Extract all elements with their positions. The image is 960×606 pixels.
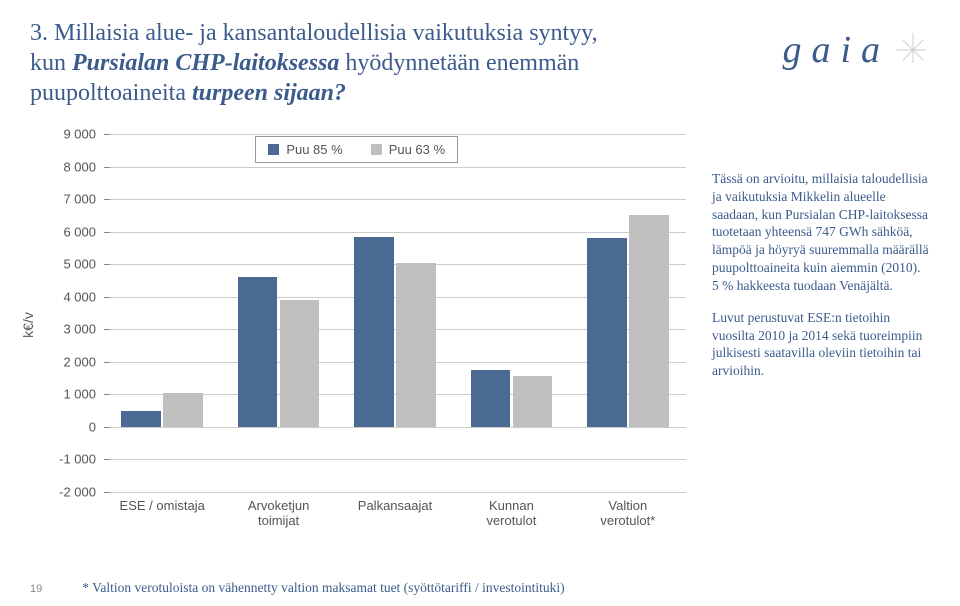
title-line2-accent: Pursialan CHP-laitoksessa [72, 50, 339, 76]
title-line2-lead: kun [30, 50, 72, 76]
x-tick-label: ESE / omistaja [101, 499, 223, 514]
bar [238, 277, 278, 427]
title-line3-accent: turpeen sijaan? [192, 80, 346, 106]
chart-column: k€/v -2 000-1 00001 0002 0003 0004 0005 … [30, 130, 700, 520]
title-line1: 3. Millaisia alue- ja kansantaloudellisi… [30, 20, 598, 46]
x-tick-label: Palkansaajat [334, 499, 456, 514]
y-tick-label: 3 000 [63, 322, 96, 337]
x-tick-label: Arvoketjuntoimijat [217, 499, 339, 529]
content: k€/v -2 000-1 00001 0002 0003 0004 0005 … [30, 130, 930, 520]
bar [280, 300, 320, 427]
bar [587, 238, 627, 427]
title-block: 3. Millaisia alue- ja kansantaloudellisi… [30, 18, 760, 108]
bar [513, 376, 553, 426]
y-tick-label: 7 000 [63, 192, 96, 207]
x-labels: ESE / omistajaArvoketjuntoimijatPalkansa… [104, 495, 686, 535]
bar [163, 393, 203, 427]
header: 3. Millaisia alue- ja kansantaloudellisi… [30, 18, 930, 108]
chart: k€/v -2 000-1 00001 0002 0003 0004 0005 … [50, 130, 690, 520]
legend-swatch [371, 144, 382, 155]
legend-item: Puu 85 % [268, 142, 342, 157]
footnote: * Valtion verotuloista on vähennetty val… [82, 580, 564, 596]
side-paragraph-1: Tässä on arvioitu, millaisia taloudellis… [712, 170, 930, 295]
y-tick-label: 6 000 [63, 224, 96, 239]
x-tick-label: Valtionverotulot* [567, 499, 689, 529]
plot-area: -2 000-1 00001 0002 0003 0004 0005 0006 … [104, 134, 686, 492]
y-tick-label: 9 000 [63, 127, 96, 142]
y-tick-label: 1 000 [63, 387, 96, 402]
legend-label: Puu 63 % [389, 142, 445, 157]
y-tick-label: 2 000 [63, 354, 96, 369]
y-axis-label: k€/v [20, 312, 36, 338]
bar [121, 411, 161, 427]
side-paragraph-2: Luvut perustuvat ESE:n tietoihin vuosilt… [712, 309, 930, 380]
logo-text: gaia [782, 28, 890, 72]
legend-item: Puu 63 % [371, 142, 445, 157]
logo-spark-icon [896, 33, 930, 67]
page-number: 19 [30, 583, 42, 595]
legend-swatch [268, 144, 279, 155]
slide: 3. Millaisia alue- ja kansantaloudellisi… [0, 0, 960, 606]
y-tick-label: -2 000 [59, 485, 96, 500]
y-tick-label: 5 000 [63, 257, 96, 272]
footer: 19 * Valtion verotuloista on vähennetty … [30, 580, 565, 596]
y-tick-label: 4 000 [63, 289, 96, 304]
x-tick-label: Kunnanverotulot [450, 499, 572, 529]
slide-title: 3. Millaisia alue- ja kansantaloudellisi… [30, 18, 760, 108]
bar [471, 370, 511, 427]
legend: Puu 85 % Puu 63 % [255, 136, 458, 163]
logo: gaia [760, 18, 930, 72]
grid-line [104, 492, 686, 493]
bars [104, 134, 686, 492]
side-text: Tässä on arvioitu, millaisia taloudellis… [700, 130, 930, 520]
y-tick-label: 8 000 [63, 159, 96, 174]
title-line2-rest: hyödynnetään enemmän [339, 50, 579, 76]
legend-label: Puu 85 % [286, 142, 342, 157]
bar [354, 237, 394, 427]
bar [629, 215, 669, 427]
title-line3-lead: puupolttoaineita [30, 80, 192, 106]
bar [396, 263, 436, 427]
y-tick-mark [104, 492, 110, 493]
y-tick-label: 0 [89, 419, 96, 434]
y-tick-label: -1 000 [59, 452, 96, 467]
